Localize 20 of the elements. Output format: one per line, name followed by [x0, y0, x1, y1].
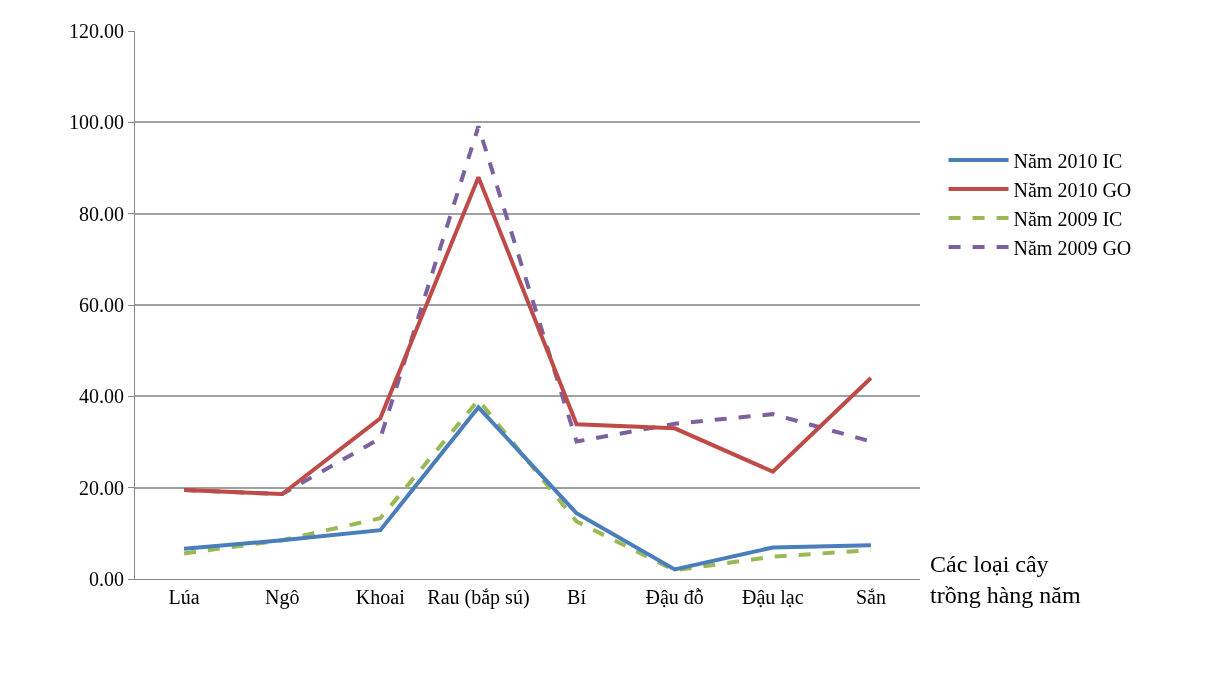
y-tick-label: 100.00 [69, 111, 124, 134]
x-tick-label: Bí [567, 586, 587, 608]
x-tick-label: Đậu lạc [741, 586, 804, 608]
x-tick-label: Đậu đỗ [645, 586, 704, 608]
y-tick-label: 60.00 [79, 294, 124, 316]
y-tick-label: 20.00 [79, 476, 124, 499]
x-axis-title: Các loại cây trồng hàng năm [930, 551, 1081, 609]
x-tick-label: Sắn [855, 586, 886, 608]
y-tick-label: 120.00 [69, 20, 124, 42]
legend-label: Năm 2010 IC [1013, 149, 1123, 172]
x-tick-label: Ngô [264, 586, 300, 609]
y-tick-label: 40.00 [79, 385, 124, 408]
x-tick-label: Khoai [355, 586, 406, 608]
legend-label: Năm 2010 GO [1013, 178, 1132, 201]
legend-label: Năm 2009 IC [1013, 207, 1123, 230]
legend-label: Năm 2009 GO [1013, 236, 1132, 259]
y-tick-label: 0.00 [89, 568, 124, 590]
x-tick-label: Lúa [168, 586, 200, 608]
y-tick-label: 80.00 [79, 202, 124, 225]
x-tick-label: Rau (bắp sú) [427, 586, 530, 609]
